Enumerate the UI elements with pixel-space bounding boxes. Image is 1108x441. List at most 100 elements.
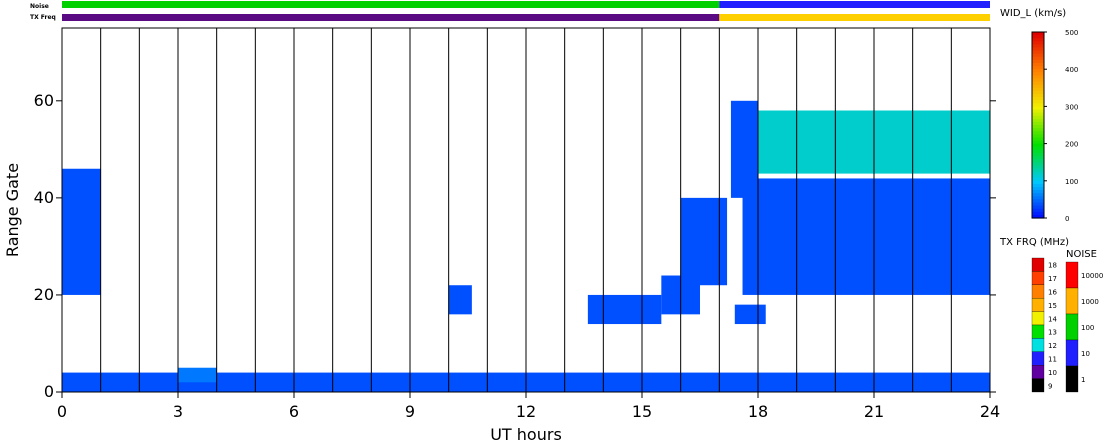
y-axis-ticks: 0 20 40 60 bbox=[34, 91, 996, 401]
parameter-colorbar-step bbox=[1032, 159, 1044, 163]
parameter-colorbar-step bbox=[1032, 100, 1044, 104]
parameter-colorbar-step bbox=[1032, 140, 1044, 145]
noise-colorbar-title: NOISE bbox=[1066, 249, 1097, 260]
parameter-colorbar-step bbox=[1032, 146, 1044, 151]
parameter-colorbar-step bbox=[1032, 103, 1044, 107]
parameter-colorbar-step bbox=[1032, 63, 1044, 67]
parameter-colorbar-step bbox=[1032, 115, 1044, 120]
parameter-colorbar-step bbox=[1032, 190, 1044, 194]
x-tick-label-0: 0 bbox=[57, 402, 67, 421]
parameter-colorbar-step bbox=[1032, 32, 1044, 36]
echo-region-7 bbox=[734, 304, 766, 325]
noise-strip-segment-before bbox=[62, 1, 720, 8]
txfreq-swatch-9 bbox=[1031, 378, 1045, 393]
txfreq-swatch-15 bbox=[1031, 298, 1045, 312]
parameter-colorbar-step bbox=[1032, 44, 1044, 49]
parameter-colorbar-title: WID_L (km/s) bbox=[1000, 8, 1066, 19]
parameter-colorbar-step bbox=[1032, 128, 1044, 132]
echo-region-6 bbox=[680, 197, 728, 286]
parameter-colorbar-step bbox=[1032, 94, 1044, 98]
noise-colorbar: 10000 1000 100 10 1 bbox=[1065, 261, 1103, 393]
txfreq-swatch-17 bbox=[1031, 271, 1045, 285]
parameter-colorbar-step bbox=[1032, 143, 1044, 148]
parameter-colorbar-step bbox=[1032, 171, 1044, 176]
parameter-colorbar-label-400: 400 bbox=[1065, 66, 1078, 74]
x-axis-title: UT hours bbox=[490, 425, 562, 441]
echo-region-4 bbox=[587, 294, 662, 325]
x-axis-ticks: 0 3 6 9 12 15 18 21 24 bbox=[57, 392, 1000, 421]
parameter-colorbar-step bbox=[1032, 66, 1044, 70]
txfreq-swatch-11 bbox=[1031, 351, 1045, 366]
parameter-colorbar-step bbox=[1032, 211, 1044, 216]
x-tick-label-6: 6 bbox=[289, 402, 299, 421]
hour-grid-lines bbox=[100, 28, 952, 392]
parameter-colorbar-step bbox=[1032, 78, 1044, 83]
parameter-colorbar-step bbox=[1032, 183, 1044, 188]
parameter-colorbar-step bbox=[1032, 90, 1044, 95]
noise-swatch-1000 bbox=[1065, 287, 1079, 315]
y-tick-label-0: 0 bbox=[44, 382, 54, 401]
txfreq-label-9: 9 bbox=[1048, 382, 1052, 390]
parameter-colorbar-step bbox=[1032, 87, 1044, 92]
txfreq-swatch-12 bbox=[1031, 338, 1045, 352]
parameter-colorbar-step bbox=[1032, 69, 1044, 73]
noise-label-10: 10 bbox=[1081, 350, 1090, 358]
parameter-colorbar-step bbox=[1032, 72, 1044, 76]
noise-label-1000: 1000 bbox=[1081, 298, 1099, 306]
txfreq-swatch-13 bbox=[1031, 324, 1045, 339]
txfreq-strip-label: TX Freq bbox=[30, 14, 56, 21]
parameter-colorbar-step bbox=[1032, 137, 1044, 142]
parameter-colorbar-step bbox=[1032, 75, 1044, 80]
parameter-colorbar-label-0: 0 bbox=[1065, 215, 1069, 223]
txfreq-strip-segment-before bbox=[62, 14, 720, 21]
parameter-colorbar-step bbox=[1032, 47, 1044, 52]
parameter-colorbar-step bbox=[1032, 193, 1044, 197]
parameter-colorbar-step bbox=[1032, 174, 1044, 179]
noise-strip-label: Noise bbox=[30, 3, 49, 10]
txfreq-label-18: 18 bbox=[1048, 262, 1057, 270]
parameter-colorbar-step bbox=[1032, 84, 1044, 89]
parameter-colorbar-step bbox=[1032, 187, 1044, 191]
x-tick-label-3: 3 bbox=[173, 402, 183, 421]
noise-swatch-10 bbox=[1065, 339, 1079, 367]
parameter-colorbar-step bbox=[1032, 168, 1044, 173]
parameter-colorbar-step bbox=[1032, 38, 1044, 42]
parameter-colorbar-step bbox=[1032, 59, 1044, 64]
parameter-colorbar-step bbox=[1032, 162, 1044, 166]
parameter-colorbar-step bbox=[1032, 202, 1044, 207]
y-tick-label-60: 60 bbox=[34, 91, 54, 110]
txfreq-label-11: 11 bbox=[1048, 356, 1057, 364]
txfreq-label-16: 16 bbox=[1048, 289, 1057, 297]
txfreq-label-10: 10 bbox=[1048, 369, 1057, 377]
parameter-colorbar-step bbox=[1032, 112, 1044, 117]
y-tick-label-40: 40 bbox=[34, 188, 54, 207]
parameter-colorbar-step bbox=[1032, 156, 1044, 160]
x-tick-label-9: 9 bbox=[405, 402, 415, 421]
parameter-colorbar-step bbox=[1032, 199, 1044, 204]
parameter-colorbar-step bbox=[1032, 56, 1044, 61]
parameter-colorbar-step bbox=[1032, 41, 1044, 45]
echo-region-2 bbox=[178, 367, 217, 383]
txfreq-label-15: 15 bbox=[1048, 302, 1057, 310]
parameter-colorbar-step bbox=[1032, 118, 1044, 123]
parameter-colorbar-frame bbox=[1031, 31, 1045, 219]
txfreq-swatch-18 bbox=[1031, 257, 1045, 272]
y-tick-label-20: 20 bbox=[34, 285, 54, 304]
y-axis-title: Range Gate bbox=[3, 163, 22, 257]
parameter-colorbar-step bbox=[1032, 177, 1044, 182]
parameter-colorbar-step bbox=[1032, 121, 1044, 126]
parameter-colorbar-step bbox=[1032, 149, 1044, 154]
status-strips bbox=[62, 1, 990, 21]
x-tick-label-12: 12 bbox=[516, 402, 536, 421]
noise-label-100: 100 bbox=[1081, 324, 1094, 332]
txfreq-swatch-10 bbox=[1031, 365, 1045, 379]
parameter-colorbar-step bbox=[1032, 214, 1044, 219]
noise-label-1: 1 bbox=[1081, 376, 1085, 384]
parameter-colorbar-label-500: 500 bbox=[1065, 29, 1078, 37]
echo-region-3 bbox=[448, 285, 472, 315]
txfreq-strip-segment-after bbox=[719, 14, 990, 21]
txfreq-label-12: 12 bbox=[1048, 342, 1057, 350]
txfreq-swatch-14 bbox=[1031, 311, 1045, 326]
parameter-colorbar-label-200: 200 bbox=[1065, 141, 1078, 149]
